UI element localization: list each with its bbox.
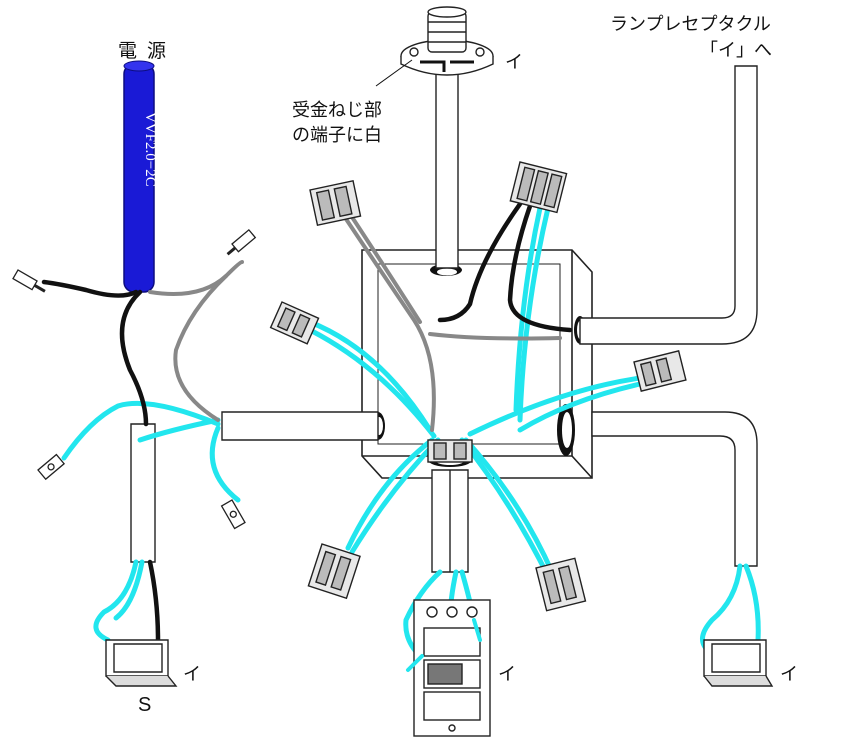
terminal-note-line1: 受金ねじ部 [292,100,382,121]
switch-left [105,639,178,687]
wire-ends [12,228,257,530]
right-switch-mark-i: イ [780,664,798,685]
lamp-receptacle [375,6,494,87]
black-wires [41,201,573,643]
left-switch-mark-i: イ [183,664,201,685]
switch-symbol-s: S [138,694,152,716]
cable-to-left-switch [130,423,156,563]
connector-right [633,350,687,392]
power-source-label: 電 源 [118,40,169,62]
gray-wires [148,208,562,432]
cable-to-receptacle [579,65,758,345]
switch-wire-overlay [406,618,482,672]
connector-bottom-left [307,543,361,600]
lamp-receptacle-label-line1: ランプレセプタクル [610,14,771,35]
cable-left-entry [221,411,379,441]
connector-mid-left [269,301,320,345]
connector-top-left [309,180,362,227]
cable-sheaths [130,61,758,573]
cable-to-right-switch [591,411,758,567]
center-switch-mark-i: イ [498,664,516,685]
switch-right [703,639,774,687]
terminal-note-line2: の端子に白 [292,125,382,146]
white-wires [61,205,761,659]
lamp-receptacle-label-line2: 「イ」へ [700,40,772,61]
connector-box-center [427,439,473,463]
connector-bottom-right [535,557,587,612]
wire-connectors [269,161,687,612]
connector-top-right [509,161,568,214]
switch-center-plate [413,599,491,737]
lamp-mark-i: イ [505,52,523,73]
power-cable: VVF2.0−2C [123,60,158,293]
cable-type-label: VVF2.0−2C [142,112,158,187]
cable-to-lamp [435,61,459,269]
